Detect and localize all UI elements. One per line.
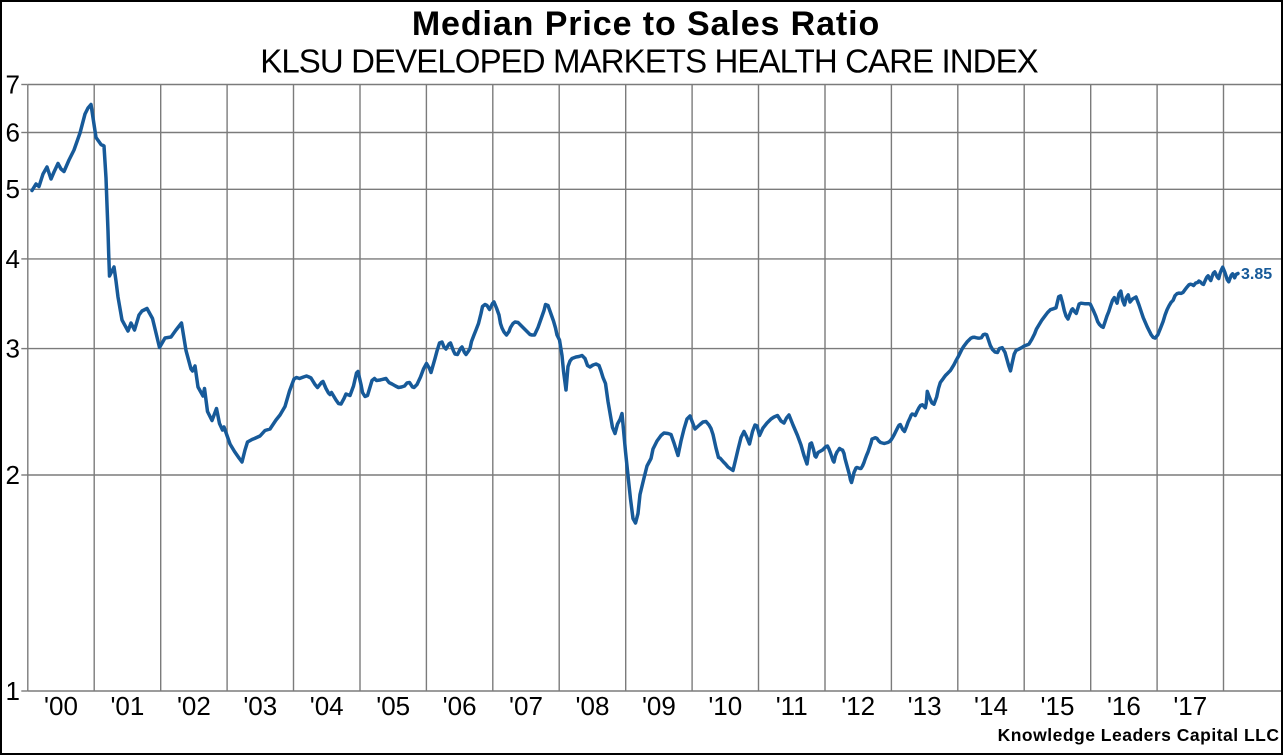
svg-text:'01: '01 <box>110 691 144 721</box>
svg-text:3.85: 3.85 <box>1241 266 1272 283</box>
svg-text:'03: '03 <box>243 691 277 721</box>
svg-text:'11: '11 <box>776 691 808 721</box>
svg-text:'12: '12 <box>841 691 875 721</box>
svg-text:'04: '04 <box>310 691 344 721</box>
svg-text:'00: '00 <box>44 691 78 721</box>
svg-text:Median Price to Sales Ratio: Median Price to Sales Ratio <box>412 5 880 43</box>
svg-text:7: 7 <box>6 69 20 99</box>
svg-text:3: 3 <box>6 334 20 364</box>
svg-text:'02: '02 <box>177 691 211 721</box>
svg-text:'16: '16 <box>1107 691 1141 721</box>
svg-text:'13: '13 <box>908 691 942 721</box>
svg-text:5: 5 <box>6 174 20 204</box>
svg-text:'06: '06 <box>443 691 477 721</box>
svg-text:1: 1 <box>6 676 20 706</box>
svg-text:KLSU DEVELOPED MARKETS HEALTH: KLSU DEVELOPED MARKETS HEALTH CARE INDEX <box>260 43 1038 80</box>
svg-text:'10: '10 <box>708 691 742 721</box>
svg-text:6: 6 <box>6 117 20 147</box>
svg-text:'09: '09 <box>642 691 676 721</box>
svg-text:'14: '14 <box>974 691 1008 721</box>
svg-text:Knowledge Leaders Capital LLC: Knowledge Leaders Capital LLC <box>998 725 1280 745</box>
svg-text:2: 2 <box>6 460 20 490</box>
svg-text:'15: '15 <box>1041 691 1075 721</box>
svg-text:4: 4 <box>6 244 20 274</box>
svg-text:'17: '17 <box>1173 691 1207 721</box>
svg-text:'05: '05 <box>376 691 410 721</box>
svg-text:'08: '08 <box>576 691 610 721</box>
svg-text:'07: '07 <box>509 691 543 721</box>
